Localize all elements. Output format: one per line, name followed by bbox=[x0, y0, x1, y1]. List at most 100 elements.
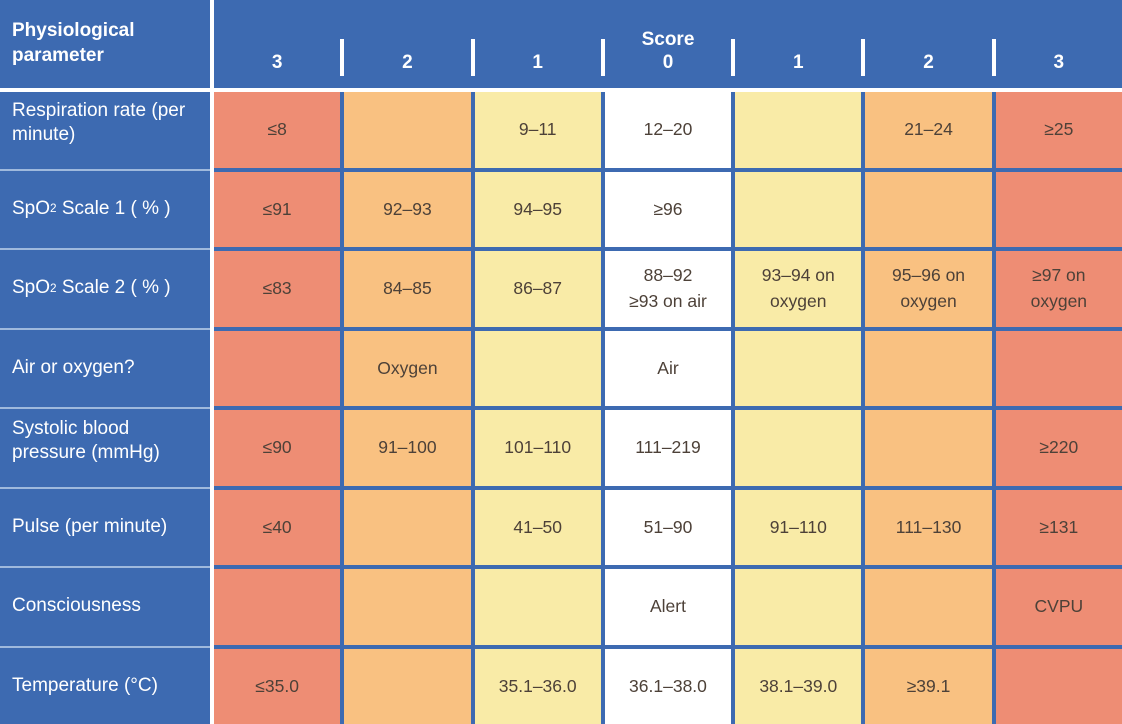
column-separator-line bbox=[210, 0, 214, 724]
score-column-header-1-left: 1 bbox=[470, 0, 601, 88]
header-separator-line bbox=[0, 88, 1122, 92]
score-column-divider bbox=[991, 38, 996, 76]
param-label: Consciousness bbox=[0, 566, 210, 645]
score-column-divider bbox=[470, 38, 475, 76]
score-cell bbox=[344, 648, 471, 724]
param-label-text: SpO bbox=[12, 197, 51, 219]
param-column-header: Physiological parameter bbox=[0, 0, 210, 88]
score-cell: ≥96 bbox=[604, 171, 732, 247]
param-row-divider bbox=[0, 407, 210, 409]
score-cell: 35.1–36.0 bbox=[474, 648, 601, 724]
score-column-divider bbox=[861, 38, 866, 76]
table-row-consciousness: Consciousness Alert CVPU bbox=[0, 566, 1122, 645]
score-cell: 91–110 bbox=[735, 489, 862, 565]
score-cell: 21–24 bbox=[865, 92, 992, 168]
param-label-text: Temperature (°C) bbox=[12, 674, 158, 696]
score-cell bbox=[865, 330, 992, 406]
score-cell: 111–130 bbox=[865, 489, 992, 565]
score-cell: 12–20 bbox=[604, 92, 732, 168]
param-label-text: Air or oxygen? bbox=[12, 356, 135, 378]
score-column-divider bbox=[731, 38, 736, 76]
score-column-number: 1 bbox=[792, 52, 804, 74]
score-cell bbox=[735, 171, 862, 247]
table-row-air-or-oxygen: Air or oxygen? Oxygen Air bbox=[0, 327, 1122, 407]
table-body: Respiration rate (per minute) ≤8 9–11 12… bbox=[0, 92, 1122, 724]
score-cell: ≤40 bbox=[214, 489, 341, 565]
score-column-header-2-right: 2 bbox=[861, 0, 991, 88]
score-cell bbox=[995, 171, 1122, 247]
score-cell: 94–95 bbox=[474, 171, 601, 247]
score-cell: 41–50 bbox=[474, 489, 601, 565]
param-row-divider bbox=[0, 248, 210, 250]
score-cell bbox=[735, 410, 862, 486]
param-label: Systolic blood pressure (mmHg) bbox=[0, 407, 210, 486]
score-cell: 93–94 on oxygen bbox=[735, 251, 862, 327]
score-cell: ≥220 bbox=[995, 410, 1122, 486]
score-cell: 91–100 bbox=[344, 410, 471, 486]
score-column-divider bbox=[340, 38, 345, 76]
score-column-number: 2 bbox=[923, 52, 934, 74]
score-cell: 9–11 bbox=[474, 92, 601, 168]
param-label-text: Scale 2 ( % ) bbox=[56, 277, 171, 299]
param-row-divider bbox=[0, 645, 210, 648]
score-cell bbox=[474, 569, 601, 645]
score-cell: 88–92 ≥93 on air bbox=[604, 251, 732, 327]
score-cell bbox=[344, 489, 471, 565]
param-label: SpO 2 Scale 2 ( % ) bbox=[0, 248, 210, 327]
score-cell bbox=[214, 330, 341, 406]
param-label-text: Respiration rate (per minute) bbox=[12, 99, 191, 146]
score-cell bbox=[865, 410, 992, 486]
param-row-divider bbox=[0, 327, 210, 330]
score-column-number: 1 bbox=[532, 52, 543, 74]
param-header-label: Physiological parameter bbox=[12, 20, 135, 66]
score-cell: 86–87 bbox=[474, 251, 601, 327]
score-cell: ≥39.1 bbox=[865, 648, 992, 724]
score-column-header-2-left: 2 bbox=[340, 0, 470, 88]
score-cell bbox=[865, 569, 992, 645]
score-cell: 95–96 on oxygen bbox=[865, 251, 992, 327]
param-label-text: Pulse (per minute) bbox=[12, 515, 168, 537]
score-cell bbox=[344, 569, 471, 645]
score-column-header-3-right: 3 bbox=[991, 0, 1122, 88]
param-label: Pulse (per minute) bbox=[0, 486, 210, 566]
score-cell bbox=[344, 92, 471, 168]
score-cell bbox=[865, 171, 992, 247]
score-cell: ≤90 bbox=[214, 410, 341, 486]
param-label: SpO 2 Scale 1 ( % ) bbox=[0, 168, 210, 248]
score-cell: ≤35.0 bbox=[214, 648, 341, 724]
param-row-divider bbox=[0, 168, 210, 171]
score-cell: 101–110 bbox=[474, 410, 601, 486]
table-row-spo2-scale-2: SpO 2 Scale 2 ( % ) ≤83 84–85 86–87 88–92… bbox=[0, 248, 1122, 327]
score-cell: Alert bbox=[604, 569, 732, 645]
score-cell bbox=[995, 648, 1122, 724]
score-cell: ≥131 bbox=[995, 489, 1122, 565]
score-cell: ≤91 bbox=[214, 171, 341, 247]
score-cell bbox=[735, 330, 862, 406]
score-cell: 51–90 bbox=[604, 489, 732, 565]
score-cell: ≥97 on oxygen bbox=[995, 251, 1122, 327]
table-row-temperature: Temperature (°C) ≤35.0 35.1–36.0 36.1–38… bbox=[0, 645, 1122, 724]
score-cell: 36.1–38.0 bbox=[604, 648, 732, 724]
param-label-text: Scale 1 ( % ) bbox=[56, 197, 171, 219]
score-cell bbox=[735, 569, 862, 645]
score-cell bbox=[214, 569, 341, 645]
table-row-spo2-scale-1: SpO 2 Scale 1 ( % ) ≤91 92–93 94–95 ≥96 bbox=[0, 168, 1122, 248]
score-cell: Oxygen bbox=[344, 330, 471, 406]
score-column-divider bbox=[600, 38, 605, 76]
score-column-number: 2 bbox=[402, 52, 413, 74]
param-label: Air or oxygen? bbox=[0, 327, 210, 407]
score-cell: ≤8 bbox=[214, 92, 341, 168]
param-label: Respiration rate (per minute) bbox=[0, 92, 210, 168]
score-cell: CVPU bbox=[995, 569, 1122, 645]
score-column-number: 3 bbox=[1053, 52, 1065, 74]
param-row-divider bbox=[0, 486, 210, 489]
score-cell: 92–93 bbox=[344, 171, 471, 247]
score-column-header-0: Score 0 bbox=[600, 0, 731, 88]
score-cell bbox=[735, 92, 862, 168]
score-cell: Air bbox=[604, 330, 732, 406]
param-label: Temperature (°C) bbox=[0, 645, 210, 724]
score-cell bbox=[474, 330, 601, 406]
table-row-respiration-rate: Respiration rate (per minute) ≤8 9–11 12… bbox=[0, 92, 1122, 168]
score-column-header-3-left: 3 bbox=[214, 0, 340, 88]
